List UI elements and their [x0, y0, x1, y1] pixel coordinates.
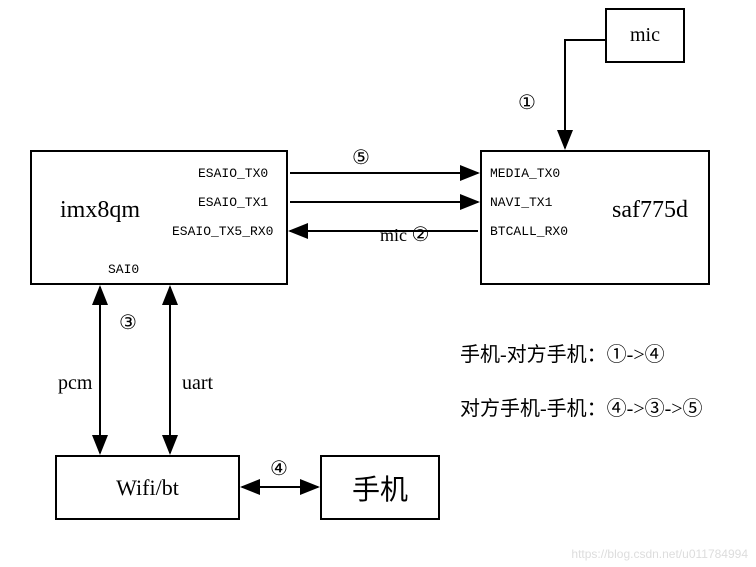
port-esai-tx0: ESAIO_TX0 — [198, 166, 268, 181]
circled-5: ⑤ — [352, 145, 370, 170]
note2a: 对方手机-手机： — [460, 398, 607, 420]
saf775d-label: saf775d — [612, 197, 688, 224]
mic2-label: mic ② — [380, 222, 429, 247]
note-1: 手机-对方手机：①->④ — [460, 338, 665, 367]
circled-1: ① — [518, 90, 536, 115]
port-navi-tx1: NAVI_TX1 — [490, 195, 552, 210]
note-2: 对方手机-手机：④->③->⑤ — [460, 392, 703, 421]
port-sai0: SAI0 — [108, 262, 139, 277]
circled-3: ③ — [119, 310, 137, 335]
phone-label: 手机 — [352, 468, 408, 508]
port-btcall-rx0: BTCALL_RX0 — [490, 224, 568, 239]
pcm-label: pcm — [58, 372, 92, 395]
wifibt-label: Wifi/bt — [116, 475, 179, 501]
circled-2: ② — [412, 224, 430, 246]
note1a: 手机-对方手机： — [460, 344, 607, 366]
port-esai-tx5-rx0: ESAIO_TX5_RX0 — [172, 224, 273, 239]
mic-box: mic — [605, 8, 685, 63]
port-media-tx0: MEDIA_TX0 — [490, 166, 560, 181]
arrow-mic-saf — [565, 40, 605, 148]
imx8qm-label: imx8qm — [60, 197, 140, 224]
note1b: ①->④ — [607, 344, 665, 366]
watermark: https://blog.csdn.net/u011784994 — [571, 547, 748, 561]
uart-label: uart — [182, 372, 213, 395]
mic-label: mic — [630, 24, 660, 47]
mic2-text: mic — [380, 225, 407, 245]
circled-4: ④ — [270, 456, 288, 481]
phone-box: 手机 — [320, 455, 440, 520]
note2b: ④->③->⑤ — [607, 398, 703, 420]
wifibt-box: Wifi/bt — [55, 455, 240, 520]
port-esai-tx1: ESAIO_TX1 — [198, 195, 268, 210]
